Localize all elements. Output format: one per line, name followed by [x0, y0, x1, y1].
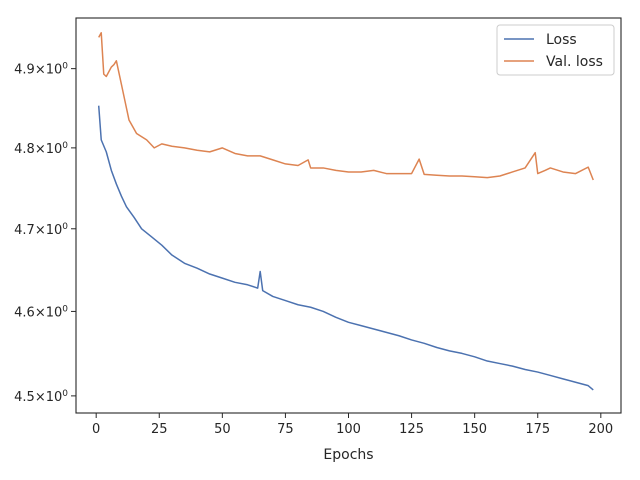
series-layer	[97, 31, 594, 391]
x-tick-label: 0	[92, 422, 100, 437]
series-line-1	[98, 31, 594, 181]
x-tick-label: 100	[336, 422, 361, 437]
y-tick-label: 4.7×100	[14, 222, 68, 238]
legend-box	[496, 24, 615, 76]
x-tick-label: 75	[277, 422, 294, 437]
axes-frame	[75, 17, 622, 414]
y-tick-label: 4.8×100	[14, 141, 68, 157]
y-tick-label: 4.6×100	[14, 304, 68, 320]
y-axis: 4.5×100 4.6×100 4.7×100 4.8×100 4.9×100	[14, 62, 76, 405]
x-tick-label: 125	[399, 422, 424, 437]
x-axis: 0 25 50 75 100 125 150 175 200	[92, 413, 613, 437]
legend-label-1: Val. loss	[546, 54, 603, 70]
y-tick-label: 4.9×100	[14, 62, 68, 78]
legend: Loss Val. loss	[496, 24, 615, 76]
x-tick-label: 175	[525, 422, 550, 437]
x-tick-label: 200	[588, 422, 613, 437]
legend-label-0: Loss	[546, 32, 577, 48]
x-axis-label: Epochs	[323, 447, 373, 463]
x-tick-label: 150	[462, 422, 487, 437]
series-line-0	[97, 105, 594, 391]
y-tick-label: 4.5×100	[14, 389, 68, 405]
x-tick-label: 25	[151, 422, 168, 437]
x-tick-label: 50	[214, 422, 231, 437]
